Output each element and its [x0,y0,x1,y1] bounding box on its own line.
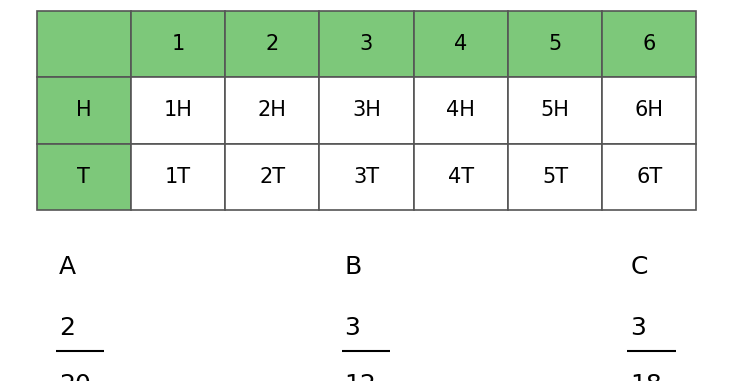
Text: H: H [76,101,92,120]
Text: 3H: 3H [352,101,381,120]
Text: B: B [345,255,362,279]
FancyBboxPatch shape [413,11,508,77]
FancyBboxPatch shape [131,77,225,144]
Text: 6H: 6H [635,101,663,120]
FancyBboxPatch shape [320,144,413,210]
Text: 4H: 4H [446,101,475,120]
Text: 5T: 5T [542,166,568,187]
FancyBboxPatch shape [37,144,131,210]
Text: 5H: 5H [540,101,570,120]
FancyBboxPatch shape [37,77,131,144]
Text: 2T: 2T [259,166,285,187]
Text: 3: 3 [630,316,647,339]
FancyBboxPatch shape [508,11,602,77]
Text: 3: 3 [345,316,361,339]
Text: 6T: 6T [636,166,663,187]
Text: 1: 1 [172,34,185,54]
FancyBboxPatch shape [320,77,413,144]
Text: 2: 2 [265,34,279,54]
Text: C: C [630,255,648,279]
FancyBboxPatch shape [413,144,508,210]
Text: 2: 2 [59,316,75,339]
Text: 6: 6 [643,34,656,54]
FancyBboxPatch shape [413,77,508,144]
Text: 3T: 3T [353,166,380,187]
Text: 12: 12 [345,373,376,381]
FancyBboxPatch shape [508,144,602,210]
FancyBboxPatch shape [508,77,602,144]
FancyBboxPatch shape [602,11,696,77]
Text: A: A [59,255,75,279]
Text: 2H: 2H [258,101,287,120]
Text: 4: 4 [454,34,468,54]
Text: 20: 20 [59,373,90,381]
Text: 4T: 4T [448,166,474,187]
FancyBboxPatch shape [131,144,225,210]
FancyBboxPatch shape [225,11,320,77]
Text: T: T [78,166,90,187]
FancyBboxPatch shape [602,144,696,210]
Text: 1T: 1T [165,166,191,187]
FancyBboxPatch shape [225,144,320,210]
Text: 18: 18 [630,373,662,381]
FancyBboxPatch shape [131,11,225,77]
Text: 5: 5 [548,34,561,54]
FancyBboxPatch shape [225,77,320,144]
FancyBboxPatch shape [37,11,131,77]
Text: 3: 3 [360,34,373,54]
FancyBboxPatch shape [602,77,696,144]
FancyBboxPatch shape [320,11,413,77]
Text: 1H: 1H [163,101,193,120]
